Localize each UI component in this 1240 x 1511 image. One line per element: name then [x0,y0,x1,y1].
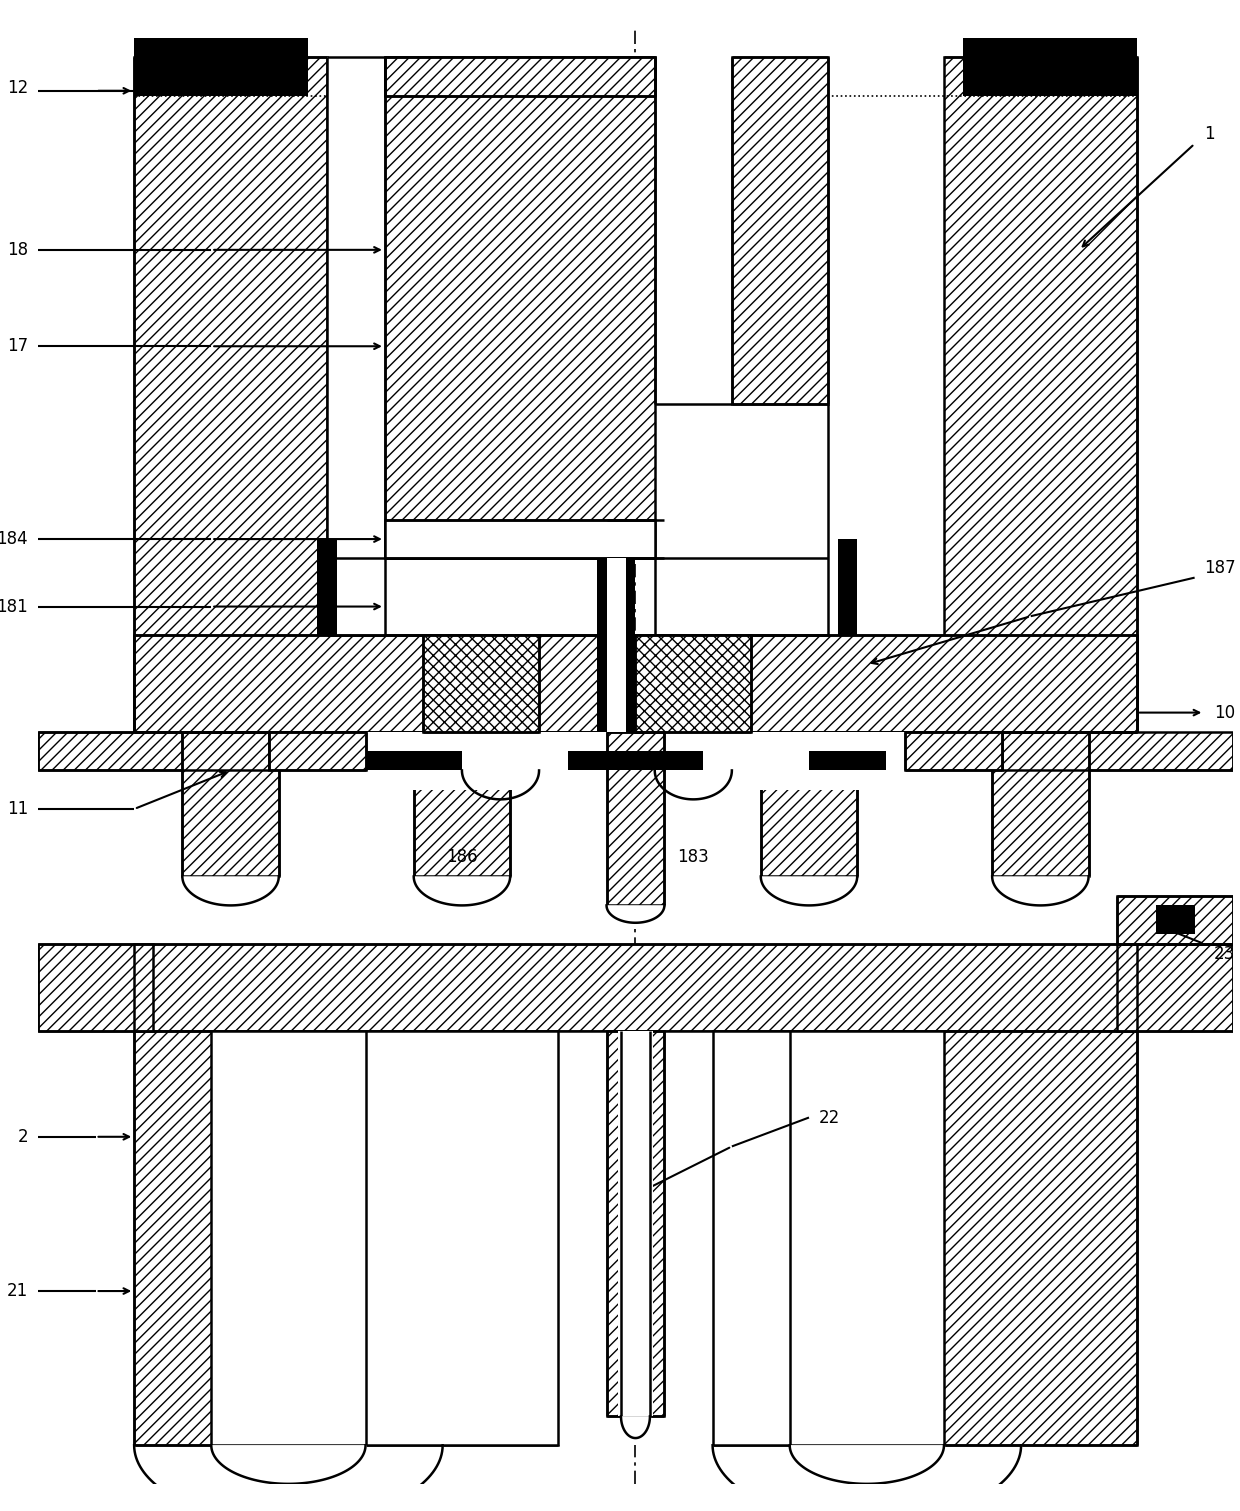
Text: 21: 21 [7,1281,29,1299]
Bar [905,731,1002,771]
Bar [37,731,269,771]
Bar [384,520,655,559]
Bar [808,751,887,771]
Bar [134,1031,558,1446]
Bar [790,1031,944,1446]
Bar [568,751,703,771]
Bar [366,751,463,771]
Bar [134,636,1137,731]
Bar [1002,731,1234,771]
Bar [134,38,308,95]
Bar [327,57,384,636]
Text: 11: 11 [7,799,29,817]
Bar [944,57,1137,731]
Bar [655,57,732,403]
Text: 17: 17 [7,337,29,355]
Text: 22: 22 [818,1109,839,1127]
Text: 183: 183 [677,848,709,866]
Bar [269,731,366,771]
Bar [134,57,327,731]
Bar [665,1031,790,1446]
Bar [606,559,626,731]
Bar [713,1031,1137,1446]
Text: 12: 12 [7,79,29,97]
Bar [635,636,751,731]
Bar [963,38,1137,95]
Text: 185: 185 [620,876,651,895]
Text: 23: 23 [1214,944,1235,963]
Bar [37,944,154,1031]
Text: 184: 184 [0,530,29,548]
Bar [606,1031,665,1416]
Text: 186: 186 [446,848,477,866]
Text: 2: 2 [17,1127,29,1145]
Bar [182,731,279,876]
Text: 187: 187 [1204,559,1236,577]
Bar [414,731,510,876]
Bar [838,539,857,636]
Text: 18: 18 [7,240,29,258]
Bar [384,57,655,559]
Bar [732,57,828,403]
Bar [1117,944,1234,1031]
Bar [606,1031,713,1446]
Bar [992,731,1089,876]
Bar [317,539,336,636]
Text: 1: 1 [1204,125,1215,144]
Bar [596,559,635,731]
Bar [618,1031,652,1416]
Bar [423,636,539,731]
Text: 10: 10 [1214,704,1235,722]
Bar [211,1031,366,1446]
Bar [134,944,1137,1031]
Bar [1156,905,1194,934]
Bar [366,1031,606,1446]
Bar [327,731,944,790]
Bar [761,731,857,876]
Text: 181: 181 [0,597,29,615]
Bar [384,57,655,95]
Bar [606,731,665,905]
Bar [1117,896,1234,944]
